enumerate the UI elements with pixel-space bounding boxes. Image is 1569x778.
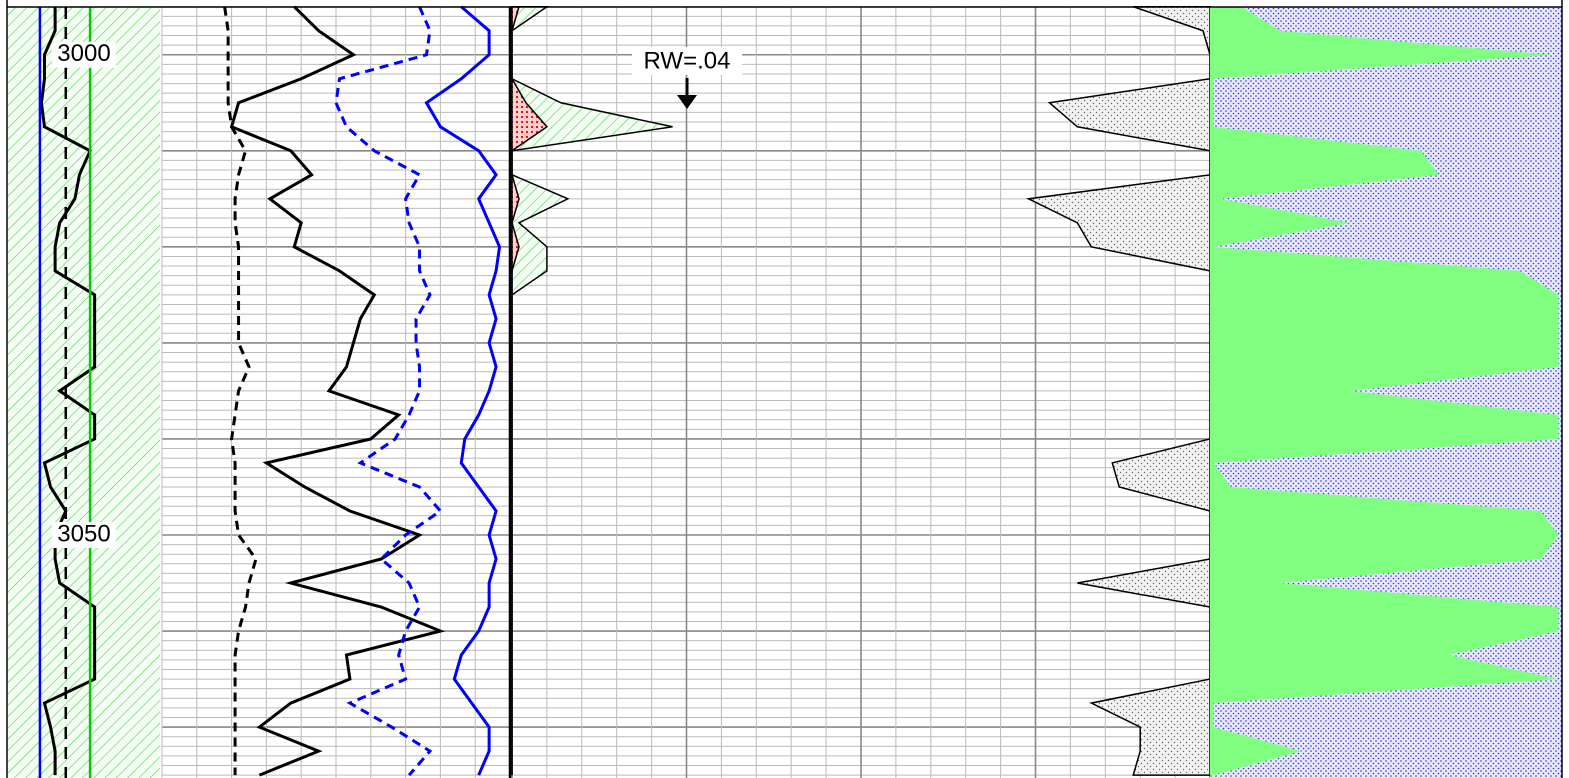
- log-fill: [1210, 6, 1559, 776]
- log-curve: [223, 6, 258, 776]
- annotation-bg: [632, 47, 742, 75]
- track-background: [8, 7, 160, 778]
- depth-label-bg: [52, 41, 116, 68]
- log-tracks: 3000 3050: [8, 5, 1562, 778]
- depth-label: 3000: [57, 40, 110, 67]
- depth-label-bg: [52, 521, 116, 548]
- log-curve: [424, 5, 502, 776]
- log-curve: [229, 5, 446, 777]
- depth-label: 3050: [57, 520, 110, 547]
- annotation: RW=.04: [644, 47, 731, 74]
- log-curve: [39, 6, 97, 776]
- log-curve: [334, 6, 443, 777]
- annotation-arrowhead: [677, 95, 697, 109]
- log-fill: [511, 5, 549, 776]
